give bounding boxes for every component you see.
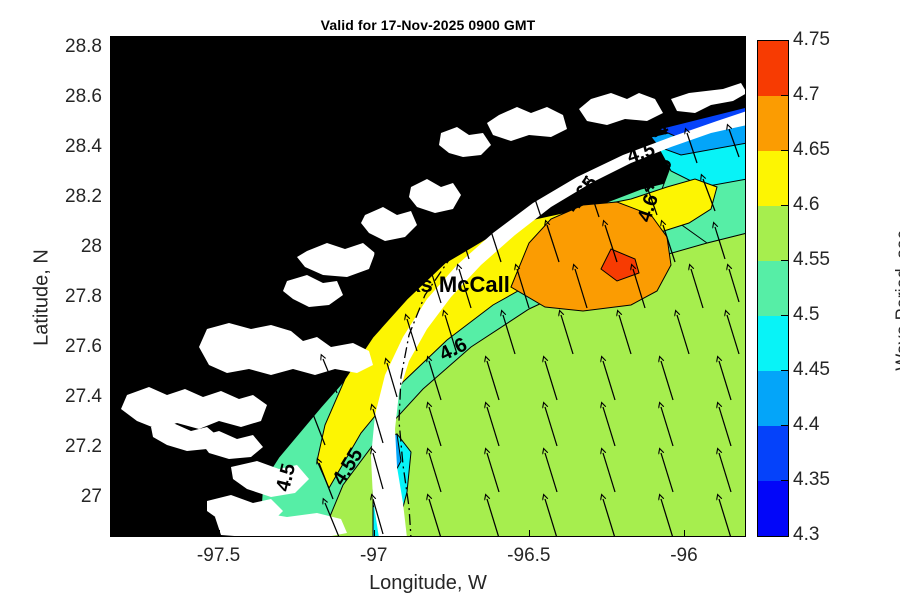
y-tick-mark [110,349,117,351]
colorbar-band [758,206,788,261]
colorbar-tick-mark [781,95,788,96]
colorbar-tick-label: 4.6 [793,194,820,215]
colorbar-tick-label: 4.3 [793,524,820,545]
y-tick-label: 27 [80,486,102,508]
colorbar-tick-mark [781,370,788,371]
y-tick-mark [110,148,117,150]
colorbar-band [758,371,788,426]
colorbar-band [758,426,788,481]
coastline-features [121,83,745,536]
wave-direction-vectors [311,129,740,536]
y-tick-label: 27.4 [65,386,102,408]
colorbar-tick-label: 4.5 [793,304,820,325]
map-plot-area[interactable]: Brooks McCall 4.4 4.5 4.55 4.6 4.65 4.65 4.6 4.… [110,36,746,537]
colorbar-tick-label: 4.45 [793,359,830,380]
colorbar-label: Wave Period, sec [892,230,900,371]
y-tick-label: 28 [80,235,102,257]
boundary-dashdot-line [398,100,745,536]
colorbar-tick-label: 4.4 [793,414,820,435]
y-tick-mark [110,499,117,501]
x-tick-label: -97.5 [196,545,241,566]
coastal-bay-complex-1 [671,83,745,113]
colorbar-band [758,96,788,151]
colorbar-tick-label: 4.75 [793,29,830,50]
colorbar-tick-label: 4.55 [793,249,830,270]
contour-map-svg: Brooks McCall 4.44.54.554.64.654.654.64.… [111,37,745,536]
colorbar-band [758,41,788,96]
bay-system-lower [121,387,267,429]
coastal-bay-complex-5 [409,179,461,213]
bay-branch-lower-2 [197,431,263,459]
colorbar-tick-mark [781,205,788,206]
coastal-bay-complex-7 [297,243,375,277]
colorbar-tick-label: 4.65 [793,139,830,160]
x-tick-mark [528,530,530,537]
coastal-block-south [215,511,347,536]
y-tick-label: 27.8 [65,286,102,308]
colorbar-tick-mark [781,315,788,316]
x-tick-mark [373,530,375,537]
y-tick-label: 28.4 [65,135,102,157]
x-tick-label: -96.5 [507,545,551,566]
colorbar[interactable] [757,40,789,537]
y-axis-label: Latitude, N [30,249,53,346]
y-tick-label: 27.2 [65,436,102,458]
y-tick-mark [110,48,117,50]
contour-band-4.70-4.75 [600,248,640,282]
station-label: Brooks McCall [357,272,510,297]
colorbar-band [758,481,788,536]
x-axis-label: Longitude, W [369,572,487,594]
colorbar-band [758,151,788,206]
x-tick-label: -96 [670,545,698,566]
coastal-bay-complex-8 [283,275,343,307]
bay-branch-lower-1 [151,423,219,451]
y-tick-mark [110,399,117,401]
x-tick-label: -97 [359,545,388,566]
page-title: Valid for 17-Nov-2025 0900 GMT [320,17,536,33]
contour-band-4.60-4.65 [316,178,718,490]
y-tick-mark [110,449,117,451]
plot-frame [111,37,745,536]
y-tick-label: 28.8 [65,35,102,57]
colorbar-tick-mark [781,150,788,151]
colorbar-tick-label: 4.35 [793,469,830,490]
coastal-bay-complex-4 [439,127,491,157]
y-tick-mark [110,299,117,301]
colorbar-tick-mark [781,425,788,426]
y-tick-mark [110,248,117,250]
y-tick-label: 28.2 [65,185,102,207]
y-tick-label: 27.6 [65,336,102,358]
colorbar-band [758,261,788,316]
y-tick-mark [110,98,117,100]
y-tick-mark [110,198,117,200]
coastal-bay-complex-3 [487,107,567,141]
colorbar-band [758,316,788,371]
colorbar-tick-label: 4.7 [793,84,820,105]
barrier-island-chain [371,111,745,536]
x-tick-mark [683,530,685,537]
station-marker[interactable] [404,254,430,278]
laguna-inlet [199,323,373,375]
colorbar-tick-mark [781,480,788,481]
contour-band-ne-4.35-4.40 [657,106,745,138]
contour-labels: 4.44.54.554.64.654.654.64.5 4.55 [272,117,677,494]
x-tick-mark [218,530,220,537]
coastal-spur-sw [231,461,309,497]
coastal-bay-complex-6 [361,207,417,241]
colorbar-tick-mark [781,260,788,261]
coastal-bay-complex-2 [579,93,663,125]
y-tick-label: 28.6 [65,85,102,107]
